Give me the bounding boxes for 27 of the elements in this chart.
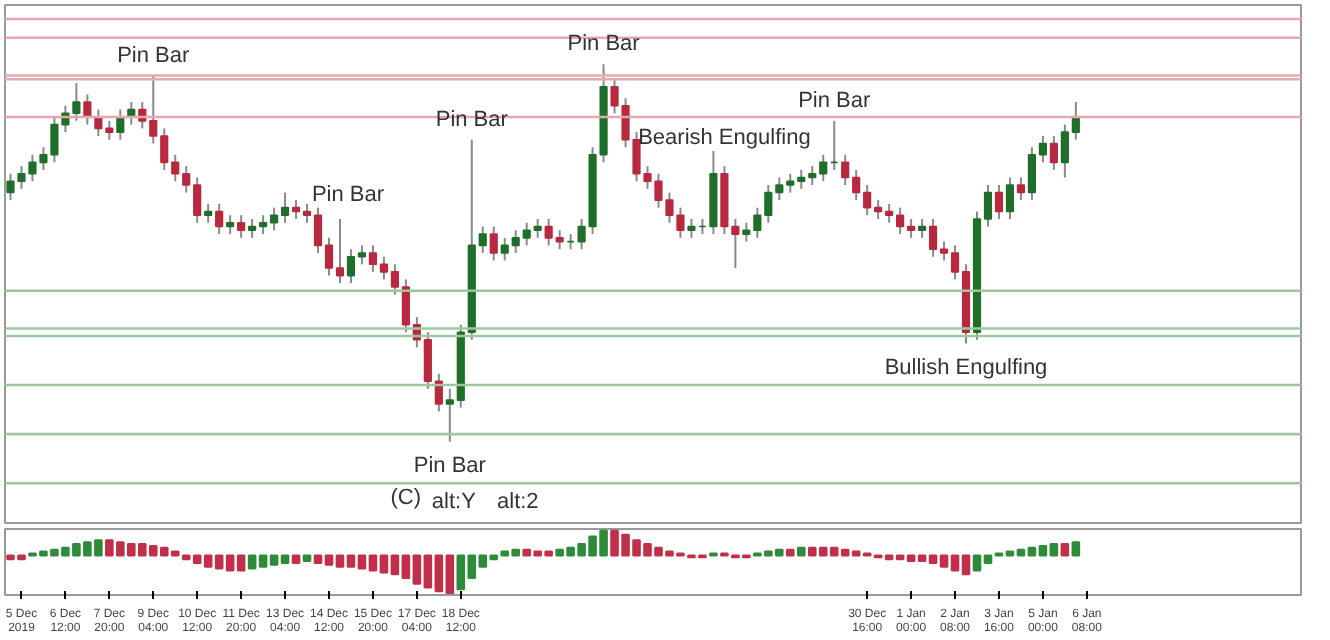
bar: [1071, 541, 1081, 557]
text: (C): [390, 485, 422, 510]
candlestick: [1016, 176, 1026, 202]
bar: [1060, 543, 1070, 557]
candlestick: [215, 202, 224, 236]
text: alt:Y: [431, 489, 478, 514]
candlestick: [489, 225, 498, 262]
candlestick: [994, 184, 1004, 220]
annotation: Pin Bar: [311, 182, 385, 207]
text: Pin Bar: [567, 32, 641, 57]
bar: [291, 554, 301, 564]
annotation: Bullish Engulfing: [884, 355, 1048, 380]
annotation: Bearish Engulfing: [638, 126, 811, 151]
annotation: Pin Bar: [435, 107, 509, 132]
candlestick: [237, 214, 246, 239]
candlestick: [204, 202, 213, 224]
candlestick: [917, 217, 927, 239]
text: Pin Bar: [413, 453, 487, 478]
annotation: Pin Bar: [117, 43, 191, 68]
annotation: Pin Bar: [798, 88, 871, 113]
text: alt:2: [497, 489, 539, 514]
bar: [302, 554, 312, 563]
candlestick: [226, 214, 235, 236]
bar: [796, 546, 806, 557]
candlestick: [1049, 134, 1058, 171]
candlestick: [1005, 176, 1015, 220]
bar: [785, 548, 795, 557]
